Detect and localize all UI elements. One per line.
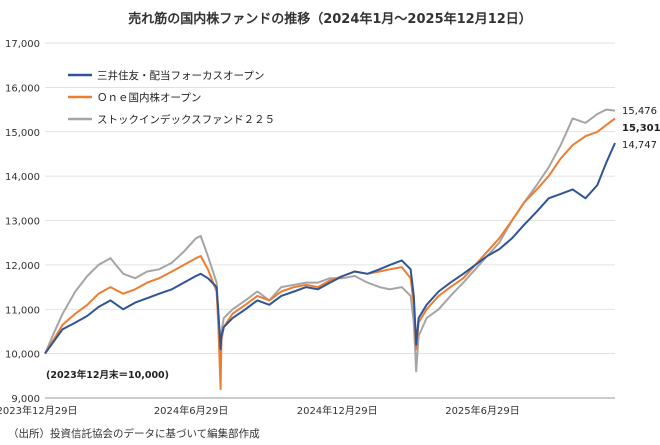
y-tick-label: 14,000 bbox=[5, 172, 40, 183]
y-tick-label: 11,000 bbox=[5, 305, 40, 316]
legend-label-2: ストックインデックスファンド２２５ bbox=[97, 113, 275, 126]
gridlines bbox=[45, 42, 615, 399]
y-tick-label: 13,000 bbox=[5, 217, 40, 228]
series-lines bbox=[44, 108, 616, 391]
y-tick-label: 16,000 bbox=[5, 83, 40, 94]
source-note: （出所）投資信託協会のデータに基づいて編集部作成 bbox=[8, 427, 260, 440]
series-line-2 bbox=[44, 108, 616, 373]
chart-title: 売れ筋の国内株ファンドの推移（2024年1月～2025年12月12日） bbox=[128, 11, 532, 27]
legend: 三井住友・配当フォーカスオープン Ｏｎｅ国内株オープン ストックインデックスファ… bbox=[68, 69, 275, 126]
base-note: (2023年12月末＝10,000) bbox=[46, 369, 169, 381]
y-tick-label: 12,000 bbox=[5, 261, 40, 272]
x-tick-label: 2023年12月29日 bbox=[0, 404, 77, 417]
x-tick-label: 2024年6月29日 bbox=[154, 404, 229, 417]
y-tick-label: 17,000 bbox=[5, 39, 40, 50]
series-line-0 bbox=[44, 142, 616, 355]
x-tick-label: 2024年12月29日 bbox=[297, 404, 378, 417]
y-tick-label: 10,000 bbox=[5, 350, 40, 361]
series-line-1 bbox=[44, 117, 616, 391]
end-label-stock-index: 15,476 bbox=[622, 106, 657, 117]
y-tick-label: 15,000 bbox=[5, 128, 40, 139]
y-tick-label: 9,000 bbox=[11, 394, 40, 405]
x-tick-label: 2025年6月29日 bbox=[445, 404, 520, 417]
end-label-one: 15,301 bbox=[622, 123, 660, 134]
end-label-mitsui: 14,747 bbox=[622, 140, 657, 151]
x-axis: 2023年12月29日 2024年6月29日 2024年12月29日 2025年6月2… bbox=[0, 404, 520, 417]
legend-label-0: 三井住友・配当フォーカスオープン bbox=[97, 69, 264, 82]
legend-label-1: Ｏｎｅ国内株オープン bbox=[97, 91, 201, 104]
y-axis: 9,000 10,000 11,000 12,000 13,000 14,000 15,00… bbox=[5, 39, 40, 405]
